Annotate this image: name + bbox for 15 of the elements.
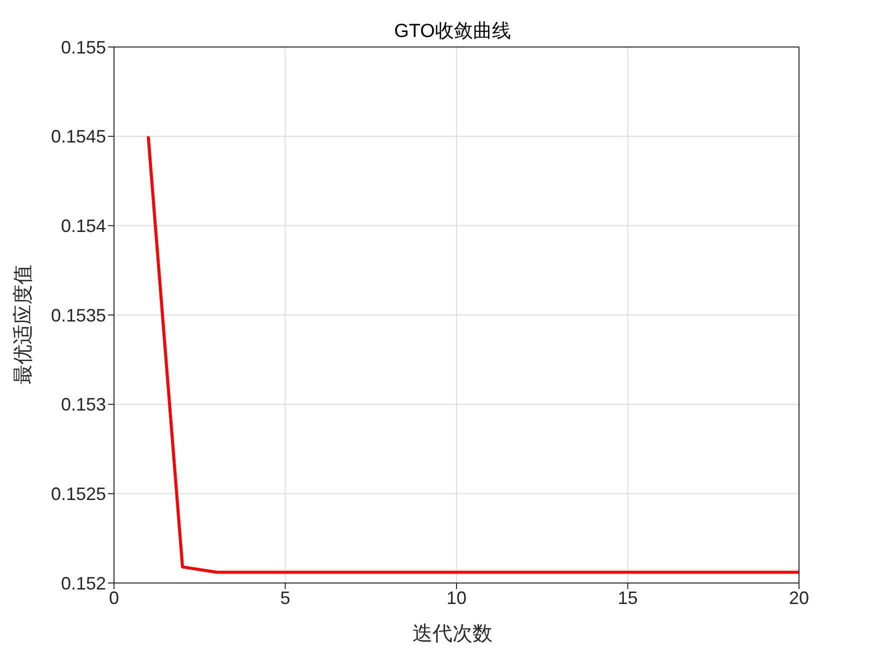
y-tick-label: 0.1545 bbox=[50, 126, 106, 147]
x-tick-label: 10 bbox=[446, 588, 467, 608]
chart-title: GTO收敛曲线 bbox=[393, 20, 512, 44]
y-tick-label: 0.1535 bbox=[50, 305, 106, 326]
x-tick-label: 15 bbox=[618, 588, 638, 608]
y-tick-label: 0.153 bbox=[60, 394, 106, 415]
x-axis-title: 迭代次数 bbox=[412, 620, 494, 647]
x-tick-label: 0 bbox=[108, 588, 120, 608]
y-tick-label: 0.152 bbox=[60, 573, 106, 594]
x-tick-label: 5 bbox=[280, 588, 290, 608]
y-tick-label: 0.154 bbox=[60, 216, 106, 236]
y-axis-title: 最优适应度值 bbox=[10, 264, 36, 386]
y-tick-label: 0.1525 bbox=[50, 484, 106, 504]
x-tick-label: 20 bbox=[788, 588, 810, 608]
y-tick-label: 0.155 bbox=[60, 37, 106, 58]
